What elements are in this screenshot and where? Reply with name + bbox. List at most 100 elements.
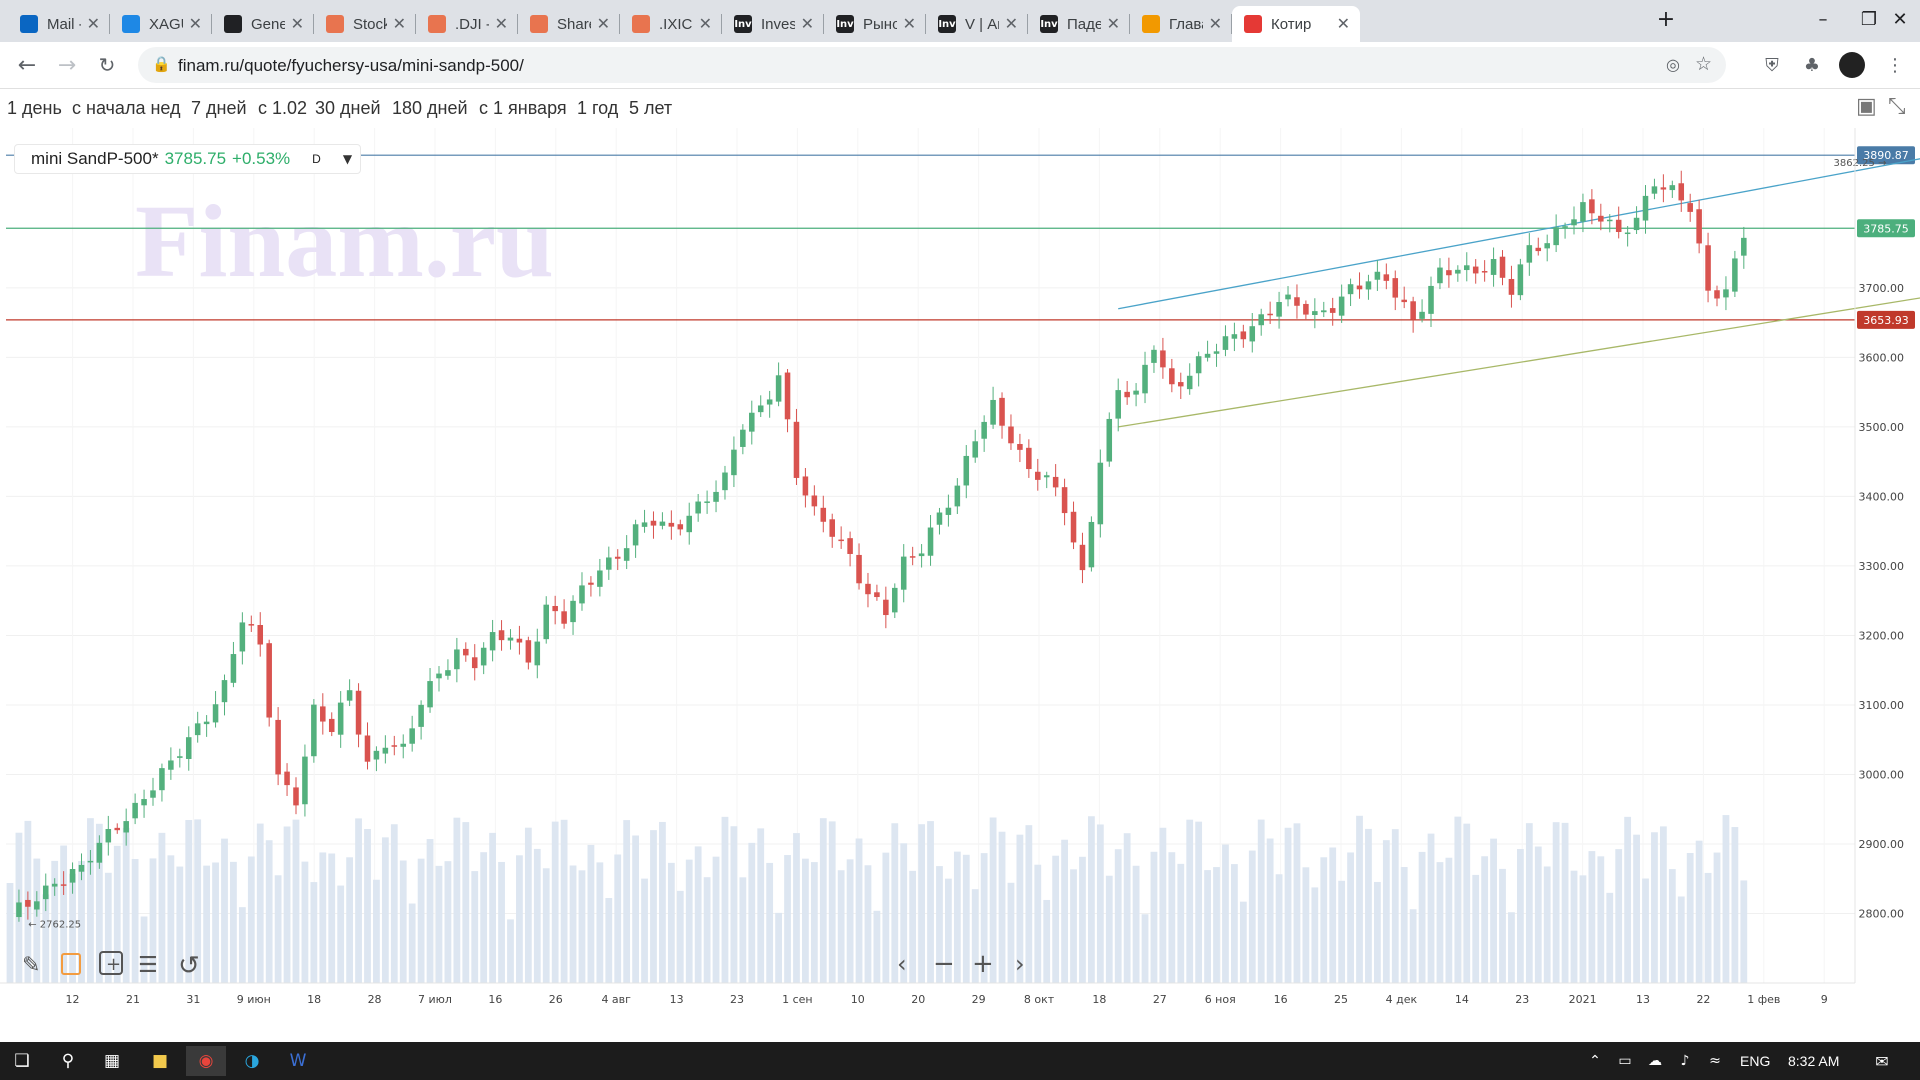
tab-11[interactable]: Глава ✕ [1130,6,1232,42]
period-since-jan1[interactable]: с 1 января [479,98,567,118]
tab-0[interactable]: Mail - I ✕ [8,6,110,42]
add-indicator-icon[interactable] [99,951,123,975]
scroll-right-icon[interactable]: › [1015,950,1025,978]
menu-icon[interactable]: ⋮ [1886,54,1904,76]
candle-body [1338,296,1345,316]
tab-7[interactable]: Inv Investi ✕ [722,6,824,42]
back-icon[interactable]: ← [17,52,37,78]
chevron-down-icon[interactable]: ▼ [342,152,353,166]
shield-icon[interactable]: ⛨ [1765,54,1779,76]
close-tab-icon[interactable]: ✕ [902,16,916,33]
volume-bar [1400,867,1408,983]
volume-bar [1248,850,1256,983]
candle-body [1267,313,1273,316]
close-tab-icon[interactable]: ✕ [290,16,304,33]
tab-1[interactable]: XAGUS ✕ [110,6,212,42]
close-window-icon[interactable]: ✕ [1892,8,1908,30]
star-icon[interactable]: ☆ [1694,54,1712,75]
zoom-in-icon[interactable]: + [972,949,994,979]
candle-body [1455,269,1461,274]
period-7days[interactable]: 7 дней [191,98,247,118]
candle-body [248,624,255,626]
volume-bar [1079,856,1086,983]
candle-body [784,372,791,420]
period-week-start[interactable]: с начала нед [72,98,181,118]
minimize-icon[interactable]: – [1818,8,1828,30]
new-tab-button[interactable]: + [1656,6,1676,32]
tab-4[interactable]: .DJI - C ✕ [416,6,518,42]
word-icon[interactable]: W [289,1051,307,1071]
volume-bar [623,820,631,983]
candle-body [1026,447,1032,470]
task-view-icon[interactable]: ▦ [103,1051,121,1071]
clock[interactable]: 8:32 AM [1788,1053,1840,1069]
tray-chevron-icon[interactable]: ⌃ [1589,1053,1601,1069]
file-explorer-icon[interactable]: ■ [151,1051,169,1071]
tab-8[interactable]: Inv Рынок ✕ [824,6,926,42]
close-tab-icon[interactable]: ✕ [392,16,406,33]
forward-icon[interactable]: → [57,52,77,78]
volume-bar [301,861,309,983]
instrument-info[interactable]: mini SandP-500* 3785.75 +0.53% D ▼ [14,144,362,174]
reload-icon[interactable]: ↻ [98,53,116,77]
brush-icon[interactable]: ✎ [22,953,40,978]
price-annotation: ← 2762.25 [28,919,81,930]
settings-sliders-icon[interactable]: ☰ [138,953,158,978]
restore-icon[interactable]: ❐ [1860,8,1878,30]
close-tab-icon[interactable]: ✕ [188,16,202,33]
close-tab-icon[interactable]: ✕ [800,16,814,33]
close-tab-icon[interactable]: ✕ [1336,16,1350,33]
period-180days[interactable]: 180 дней [392,98,468,118]
period-30days[interactable]: 30 дней [315,98,381,118]
candle-body [1651,186,1658,194]
close-tab-icon[interactable]: ✕ [494,16,508,33]
volume-bar [1025,825,1033,983]
period-1day[interactable]: 1 день [7,98,62,118]
tab-2[interactable]: Genera ✕ [212,6,314,42]
candle-body [892,587,898,613]
close-tab-icon[interactable]: ✕ [86,16,100,33]
eye-off-icon[interactable]: ◎ [1666,57,1680,74]
candle-body [1732,258,1738,292]
save-icon[interactable]: ▣ [1856,94,1877,119]
candle-body [534,641,541,666]
volume-icon[interactable]: ♪ [1680,1053,1690,1069]
layers-icon[interactable] [61,953,81,975]
avatar[interactable] [1837,50,1867,80]
address-bar[interactable]: 🔒 finam.ru/quote/fyuchersy-usa/mini-sand… [138,47,1726,83]
tab-5[interactable]: Shares ✕ [518,6,620,42]
close-tab-icon[interactable]: ✕ [1208,16,1222,33]
tab-12[interactable]: Котир ✕ [1232,6,1360,42]
wifi-icon[interactable]: ≈ [1709,1053,1721,1069]
reset-icon[interactable]: ↺ [178,951,200,981]
volume-bar [766,862,774,983]
tab-3[interactable]: Stocks ✕ [314,6,416,42]
tab-10[interactable]: Inv Паден ✕ [1028,6,1130,42]
scroll-left-icon[interactable]: ‹ [897,950,907,978]
onedrive-icon[interactable]: ☁ [1648,1053,1662,1069]
notifications-icon[interactable]: ✉ [1875,1051,1889,1071]
close-tab-icon[interactable]: ✕ [596,16,610,33]
candlestick-chart[interactable]: Finam.ru 3890.87 3785.75 3653.93 3862.25 →… [0,128,1920,1040]
extensions-icon[interactable]: ♣ [1803,54,1821,76]
volume-bar [319,852,327,983]
windows-start-icon[interactable]: ❏ [14,1051,30,1071]
candle-body [454,649,460,670]
edge-icon[interactable]: ◑ [244,1051,260,1071]
fullscreen-icon[interactable]: ⤡ [1888,94,1906,119]
period-since-0102[interactable]: с 1.02 [258,98,308,118]
candle-body [659,521,666,526]
close-tab-icon[interactable]: ✕ [1106,16,1120,33]
close-tab-icon[interactable]: ✕ [1004,16,1018,33]
language-indicator[interactable]: ENG [1740,1053,1771,1069]
battery-icon[interactable]: ▭ [1618,1053,1632,1069]
tab-9[interactable]: Inv V | Аку ✕ [926,6,1028,42]
candle-body [900,556,907,590]
close-tab-icon[interactable]: ✕ [698,16,712,33]
tab-6[interactable]: .IXIC - ✕ [620,6,722,42]
period-1year[interactable]: 1 год [577,98,619,118]
period-5years[interactable]: 5 лет [629,98,673,118]
chrome-icon[interactable]: ◉ [186,1046,226,1076]
zoom-out-icon[interactable]: − [933,949,955,979]
search-icon[interactable]: ⚲ [61,1051,75,1071]
